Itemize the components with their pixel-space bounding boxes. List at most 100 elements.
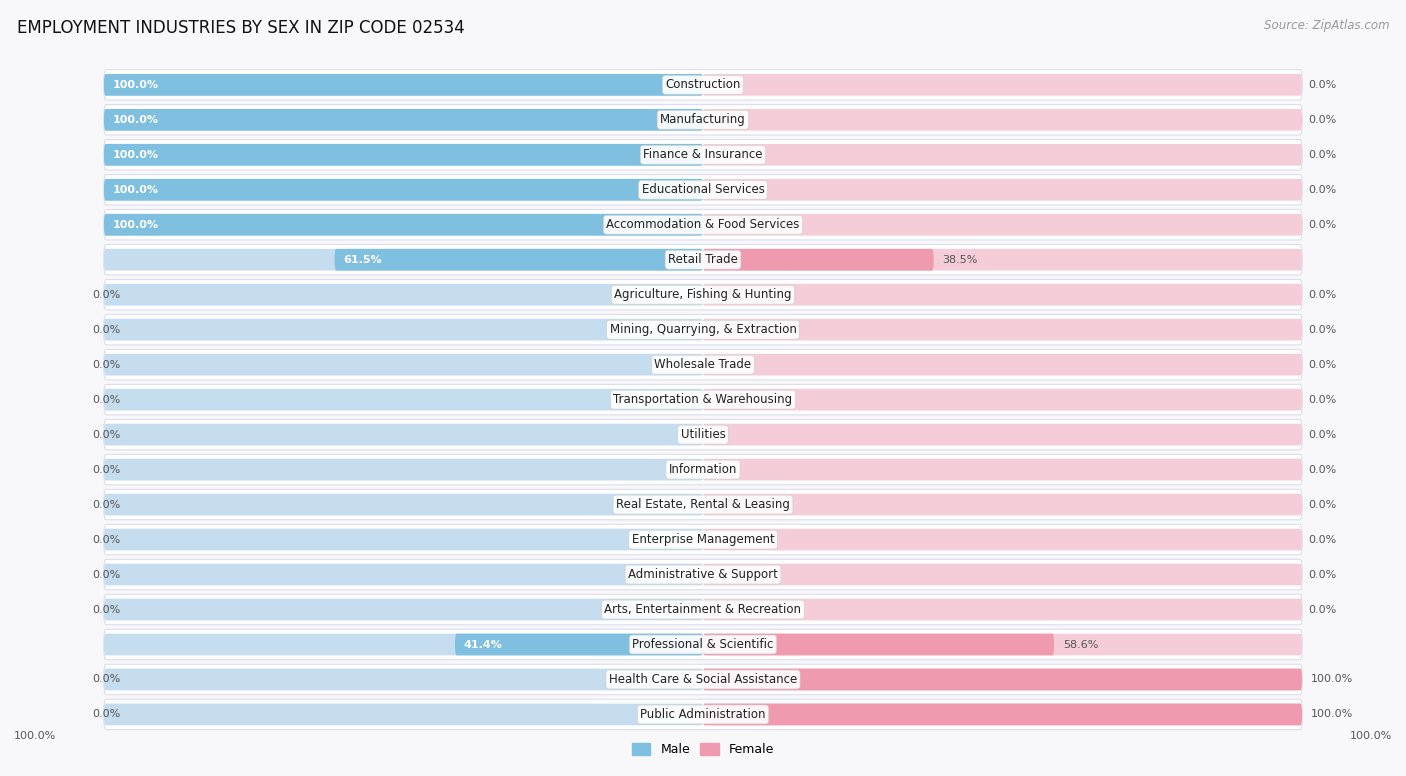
Text: 0.0%: 0.0% (1308, 570, 1336, 580)
FancyBboxPatch shape (104, 214, 703, 236)
Text: Source: ZipAtlas.com: Source: ZipAtlas.com (1264, 19, 1389, 33)
Text: Professional & Scientific: Professional & Scientific (633, 638, 773, 651)
Text: 0.0%: 0.0% (1308, 80, 1336, 90)
FancyBboxPatch shape (104, 244, 1302, 275)
Text: 0.0%: 0.0% (1308, 430, 1336, 440)
FancyBboxPatch shape (703, 214, 1302, 236)
Text: 0.0%: 0.0% (1308, 289, 1336, 300)
FancyBboxPatch shape (104, 279, 1302, 310)
FancyBboxPatch shape (104, 144, 703, 165)
Text: 0.0%: 0.0% (1308, 220, 1336, 230)
FancyBboxPatch shape (703, 494, 1302, 515)
Text: 0.0%: 0.0% (1308, 500, 1336, 510)
FancyBboxPatch shape (104, 109, 703, 130)
FancyBboxPatch shape (104, 319, 703, 341)
Text: 0.0%: 0.0% (1308, 359, 1336, 369)
Text: 0.0%: 0.0% (91, 324, 120, 334)
Text: 0.0%: 0.0% (91, 535, 120, 545)
Text: Manufacturing: Manufacturing (661, 113, 745, 126)
FancyBboxPatch shape (335, 249, 703, 271)
FancyBboxPatch shape (703, 354, 1302, 376)
Text: 0.0%: 0.0% (1308, 150, 1336, 160)
Text: 61.5%: 61.5% (343, 255, 382, 265)
Text: Utilities: Utilities (681, 428, 725, 441)
Text: 0.0%: 0.0% (91, 465, 120, 475)
Text: 0.0%: 0.0% (91, 359, 120, 369)
FancyBboxPatch shape (104, 74, 703, 95)
FancyBboxPatch shape (104, 70, 1302, 100)
Text: 100.0%: 100.0% (1310, 709, 1354, 719)
Text: 0.0%: 0.0% (1308, 465, 1336, 475)
Text: Agriculture, Fishing & Hunting: Agriculture, Fishing & Hunting (614, 288, 792, 301)
FancyBboxPatch shape (703, 528, 1302, 550)
FancyBboxPatch shape (104, 179, 703, 201)
FancyBboxPatch shape (104, 140, 1302, 170)
FancyBboxPatch shape (104, 284, 703, 306)
Text: 0.0%: 0.0% (1308, 115, 1336, 125)
FancyBboxPatch shape (703, 74, 1302, 95)
FancyBboxPatch shape (104, 490, 1302, 520)
Text: 0.0%: 0.0% (91, 395, 120, 404)
FancyBboxPatch shape (703, 563, 1302, 585)
FancyBboxPatch shape (104, 634, 703, 656)
FancyBboxPatch shape (104, 314, 1302, 345)
FancyBboxPatch shape (104, 704, 703, 726)
Text: 100.0%: 100.0% (112, 150, 159, 160)
Text: 100.0%: 100.0% (112, 185, 159, 195)
Text: Transportation & Warehousing: Transportation & Warehousing (613, 393, 793, 406)
FancyBboxPatch shape (104, 210, 1302, 240)
Text: Real Estate, Rental & Leasing: Real Estate, Rental & Leasing (616, 498, 790, 511)
FancyBboxPatch shape (703, 459, 1302, 480)
Text: 100.0%: 100.0% (1310, 674, 1354, 684)
FancyBboxPatch shape (104, 354, 703, 376)
FancyBboxPatch shape (104, 669, 703, 691)
Text: 100.0%: 100.0% (112, 115, 159, 125)
Text: Arts, Entertainment & Recreation: Arts, Entertainment & Recreation (605, 603, 801, 616)
Text: Enterprise Management: Enterprise Management (631, 533, 775, 546)
FancyBboxPatch shape (703, 109, 1302, 130)
Text: 0.0%: 0.0% (1308, 605, 1336, 615)
FancyBboxPatch shape (703, 249, 934, 271)
FancyBboxPatch shape (104, 179, 703, 201)
FancyBboxPatch shape (703, 704, 1302, 726)
FancyBboxPatch shape (703, 598, 1302, 620)
Text: 0.0%: 0.0% (91, 500, 120, 510)
Text: 0.0%: 0.0% (1308, 535, 1336, 545)
FancyBboxPatch shape (104, 594, 1302, 625)
FancyBboxPatch shape (104, 249, 703, 271)
Text: 100.0%: 100.0% (14, 731, 56, 741)
FancyBboxPatch shape (104, 455, 1302, 485)
Text: Health Care & Social Assistance: Health Care & Social Assistance (609, 673, 797, 686)
Text: 58.6%: 58.6% (1063, 639, 1098, 650)
Text: 0.0%: 0.0% (1308, 395, 1336, 404)
FancyBboxPatch shape (703, 669, 1302, 691)
FancyBboxPatch shape (703, 634, 1054, 656)
FancyBboxPatch shape (703, 249, 1302, 271)
Text: EMPLOYMENT INDUSTRIES BY SEX IN ZIP CODE 02534: EMPLOYMENT INDUSTRIES BY SEX IN ZIP CODE… (17, 19, 464, 37)
FancyBboxPatch shape (104, 175, 1302, 205)
FancyBboxPatch shape (104, 144, 703, 165)
Text: 0.0%: 0.0% (1308, 324, 1336, 334)
Text: Retail Trade: Retail Trade (668, 253, 738, 266)
FancyBboxPatch shape (456, 634, 703, 656)
FancyBboxPatch shape (703, 704, 1302, 726)
Text: Wholesale Trade: Wholesale Trade (654, 359, 752, 371)
FancyBboxPatch shape (104, 528, 703, 550)
FancyBboxPatch shape (703, 179, 1302, 201)
Text: Construction: Construction (665, 78, 741, 92)
Text: 0.0%: 0.0% (91, 709, 120, 719)
FancyBboxPatch shape (104, 525, 1302, 555)
FancyBboxPatch shape (104, 598, 703, 620)
Text: 38.5%: 38.5% (942, 255, 979, 265)
Text: 0.0%: 0.0% (1308, 185, 1336, 195)
FancyBboxPatch shape (104, 559, 1302, 590)
FancyBboxPatch shape (703, 144, 1302, 165)
Text: 41.4%: 41.4% (464, 639, 503, 650)
FancyBboxPatch shape (104, 494, 703, 515)
FancyBboxPatch shape (104, 424, 703, 445)
Text: Information: Information (669, 463, 737, 476)
Text: 100.0%: 100.0% (1350, 731, 1392, 741)
FancyBboxPatch shape (104, 109, 703, 130)
FancyBboxPatch shape (104, 419, 1302, 450)
Text: Administrative & Support: Administrative & Support (628, 568, 778, 581)
